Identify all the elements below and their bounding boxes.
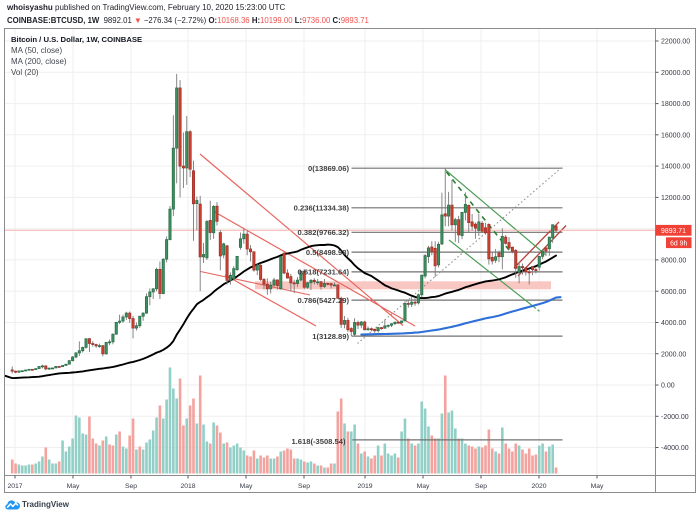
- svg-text:14000.00: 14000.00: [661, 164, 690, 171]
- svg-text:6d 9h: 6d 9h: [670, 240, 687, 247]
- svg-text:4000.00: 4000.00: [661, 320, 686, 327]
- svg-text:0.786(5427.29): 0.786(5427.29): [297, 296, 349, 305]
- svg-text:-4000.00: -4000.00: [661, 445, 689, 452]
- svg-text:Sep: Sep: [125, 483, 137, 490]
- svg-text:-2000.00: -2000.00: [661, 414, 689, 421]
- svg-text:May: May: [240, 483, 253, 490]
- svg-text:Sep: Sep: [475, 483, 487, 490]
- svg-text:May: May: [67, 483, 80, 490]
- svg-text:18000.00: 18000.00: [661, 101, 690, 108]
- svg-text:6000.00: 6000.00: [661, 289, 686, 296]
- svg-text:2017: 2017: [7, 483, 22, 490]
- svg-text:0.5(8498.98): 0.5(8498.98): [306, 248, 350, 257]
- svg-text:Sep: Sep: [298, 483, 310, 490]
- svg-text:0.236(11334.38): 0.236(11334.38): [294, 204, 350, 213]
- svg-text:16000.00: 16000.00: [661, 132, 690, 139]
- svg-text:2018: 2018: [180, 483, 195, 490]
- svg-text:May: May: [591, 483, 604, 490]
- svg-text:2019: 2019: [357, 483, 372, 490]
- svg-text:22000.00: 22000.00: [661, 39, 690, 46]
- svg-text:2000.00: 2000.00: [661, 351, 686, 358]
- svg-text:0.618(7231.64): 0.618(7231.64): [297, 268, 349, 277]
- svg-text:1.618(-3508.54): 1.618(-3508.54): [291, 437, 346, 446]
- svg-text:0.382(9766.32): 0.382(9766.32): [297, 228, 349, 237]
- svg-text:0.00: 0.00: [661, 383, 675, 390]
- svg-text:May: May: [417, 483, 430, 490]
- svg-text:12000.00: 12000.00: [661, 195, 690, 202]
- svg-text:0(13869.06): 0(13869.06): [308, 164, 349, 173]
- svg-text:2020: 2020: [531, 483, 546, 490]
- svg-text:20000.00: 20000.00: [661, 70, 690, 77]
- svg-text:1(3128.89): 1(3128.89): [312, 332, 349, 341]
- svg-text:9893.71: 9893.71: [661, 228, 686, 235]
- svg-text:8000.00: 8000.00: [661, 258, 686, 265]
